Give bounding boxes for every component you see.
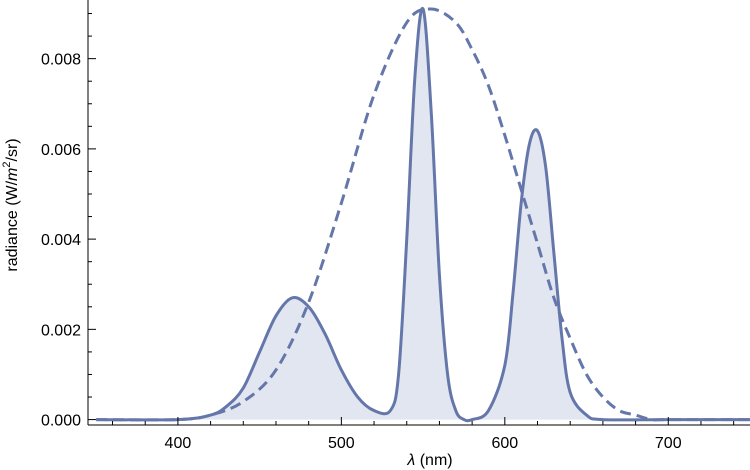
x-tick-label: 700	[655, 435, 682, 452]
x-axis-label: λ (nm)	[406, 452, 452, 469]
series-2-line	[96, 7, 750, 422]
y-tick-label: 0.006	[41, 142, 81, 159]
y-tick-label: 0.004	[41, 232, 81, 249]
series-1-fill	[96, 8, 750, 421]
series-1-line	[96, 6, 750, 423]
x-tick-label: 500	[328, 435, 355, 452]
series-lines	[96, 6, 750, 423]
y-tick-label: 0.002	[41, 322, 81, 339]
x-tick-label: 600	[491, 435, 518, 452]
x-tick-label: 400	[165, 435, 192, 452]
y-tick-label: 0.000	[41, 413, 81, 430]
y-tick-label: 0.008	[41, 52, 81, 69]
y-axis-label: radiance (W/m2/sr)	[1, 138, 21, 271]
series-fills	[96, 8, 750, 421]
axes: 400 500 600 700 0.000 0.002 0.004 0.006 0.008	[41, 0, 750, 452]
